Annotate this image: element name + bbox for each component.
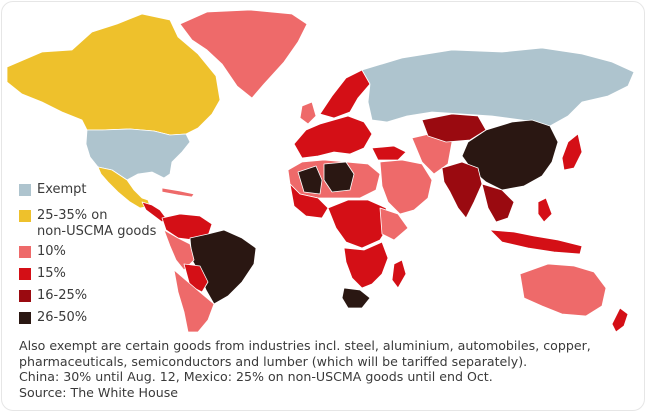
region-se-asia <box>481 183 515 223</box>
region-uk <box>299 101 317 125</box>
region-greenland <box>179 9 308 99</box>
region-australia <box>519 263 607 317</box>
region-japan <box>561 133 583 171</box>
note-line: China: 30% until Aug. 12, Mexico: 25% on… <box>19 369 493 384</box>
region-madagascar <box>391 259 407 289</box>
region-middle-east <box>379 159 433 215</box>
region-new-zealand <box>611 307 629 333</box>
region-west-africa <box>289 183 329 219</box>
source-line: Source: The White House <box>19 384 179 400</box>
legend-swatch <box>19 210 31 222</box>
region-algeria <box>297 165 323 195</box>
region-central-africa <box>327 199 391 249</box>
legend-label: 16-25% <box>37 288 88 303</box>
legend-swatch <box>19 290 31 302</box>
region-caribbean <box>161 187 195 198</box>
world-tariff-map <box>6 9 635 333</box>
legend-label: 10% <box>37 244 66 259</box>
footnotes: Also exempt are certain goods from indus… <box>19 338 639 400</box>
legend-swatch <box>19 268 31 280</box>
legend-swatch <box>19 184 31 196</box>
region-canada <box>6 13 221 136</box>
legend-label: 26-50% <box>37 310 88 325</box>
legend-label: Exempt <box>37 182 87 197</box>
region-southern-cone <box>173 269 215 333</box>
region-turkey <box>371 145 407 161</box>
legend-label: 15% <box>37 266 66 281</box>
region-indonesia <box>489 229 583 255</box>
note-line: pharmaceuticals, semiconductors and lumb… <box>19 353 528 369</box>
region-philippines <box>537 197 553 223</box>
region-east-africa <box>379 207 409 241</box>
region-russia <box>361 47 635 127</box>
legend-label: 25-35% on non-USCMA goods <box>37 208 157 239</box>
region-southern-africa <box>343 241 389 289</box>
region-scandinavia <box>319 69 371 119</box>
note-line: Also exempt are certain goods from indus… <box>19 338 591 353</box>
legend-swatch <box>19 246 31 258</box>
region-india <box>441 161 483 219</box>
region-south-africa <box>341 287 371 309</box>
region-western-europe <box>293 115 373 159</box>
region-libya <box>323 161 355 193</box>
legend-swatch <box>19 312 31 324</box>
